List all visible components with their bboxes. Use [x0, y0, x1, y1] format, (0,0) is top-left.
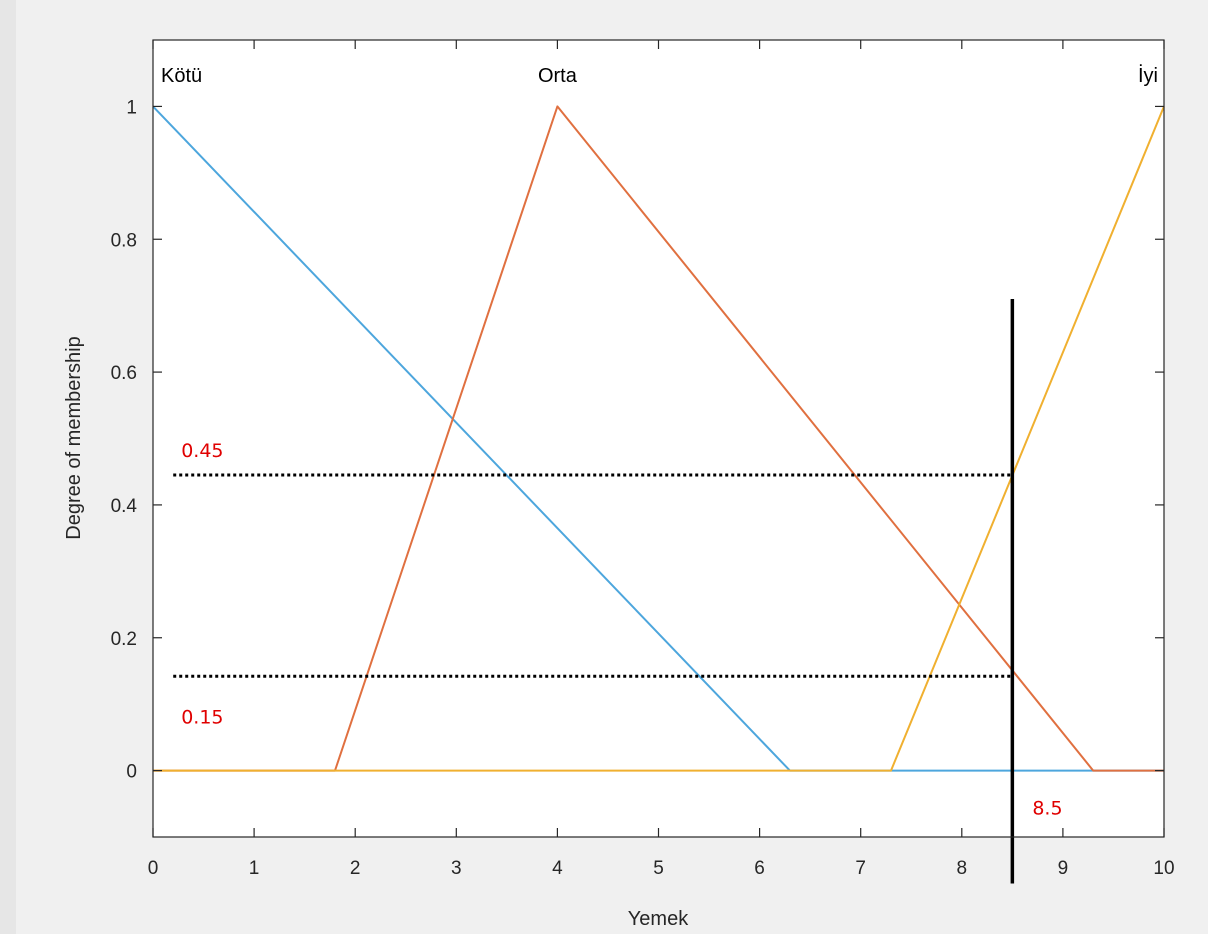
- dotted-line-label-1: 0.45: [181, 440, 223, 462]
- x-tick-label: 3: [451, 858, 462, 879]
- series-line-3: [153, 106, 1165, 772]
- y-tick-label: 0.2: [111, 629, 137, 650]
- x-tick-label: 0: [148, 858, 159, 879]
- dotted-line-label-2: 0.15: [181, 706, 223, 728]
- x-tick-label: 2: [350, 858, 361, 879]
- x-tick-label: 8: [957, 858, 968, 879]
- y-tick-label: 0.4: [111, 496, 138, 517]
- annotation-layer: 0.45 0.15 8.5: [173, 299, 1063, 884]
- x-tick-label: 4: [552, 858, 563, 879]
- y-axis-label: Degree of membership: [63, 336, 85, 539]
- y-tick-label: 1: [126, 97, 137, 118]
- x-tick-label: 5: [653, 858, 664, 879]
- vertical-line-label: 8.5: [1032, 798, 1062, 820]
- plot-area: [153, 40, 1164, 837]
- x-tick-label: 6: [754, 858, 765, 879]
- x-axis-label: Yemek: [628, 908, 689, 930]
- x-tick-label: 10: [1153, 858, 1174, 879]
- y-tick-label: 0.6: [111, 363, 137, 384]
- tick-layer: 0 1 2 3 4 5 6 7 8 9 10 0 0.2 0.4 0.6 0.8 1: [111, 40, 1175, 879]
- figure-left-edge: [0, 0, 16, 934]
- x-tick-label: 1: [249, 858, 260, 879]
- series-label-2: Orta: [538, 65, 578, 87]
- y-tick-label: 0: [126, 762, 137, 783]
- y-tick-label: 0.8: [111, 230, 137, 251]
- x-tick-label: 7: [855, 858, 866, 879]
- series-label-3: İyi: [1138, 64, 1158, 87]
- series-label-1: Kötü: [161, 65, 202, 87]
- series-layer: Kötü Orta İyi: [152, 64, 1165, 772]
- x-tick-label: 9: [1058, 858, 1069, 879]
